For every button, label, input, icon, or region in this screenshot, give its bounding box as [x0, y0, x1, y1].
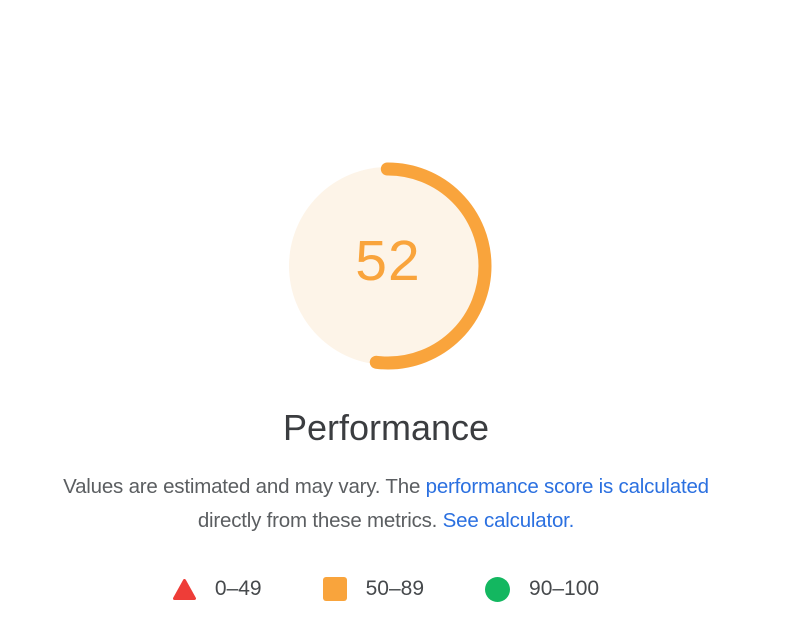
average-square-icon [322, 577, 347, 601]
legend-label-average: 50–89 [365, 577, 425, 600]
score-calculated-link[interactable]: performance score is calculated [425, 475, 709, 498]
score-description: Values are estimated and may vary. The p… [0, 470, 772, 538]
performance-gauge[interactable]: 52 [283, 161, 493, 371]
pass-circle-icon [485, 576, 511, 602]
legend-label-pass: 90–100 [529, 577, 600, 600]
gauge-background-circle [289, 167, 487, 365]
fail-triangle-icon [172, 578, 196, 600]
performance-score-value: 52 [355, 229, 421, 293]
legend-label-fail: 0–49 [214, 577, 262, 600]
score-legend: 0–49 50–89 90–100 [0, 574, 772, 604]
description-text-1: Values are estimated and may vary. The [63, 475, 421, 498]
see-calculator-link[interactable]: See calculator. [442, 509, 575, 532]
legend-item-fail: 0–49 [172, 577, 262, 601]
description-text-2: directly from these metrics. [197, 509, 438, 532]
performance-heading: Performance [282, 407, 490, 448]
legend-item-average: 50–89 [322, 577, 425, 601]
legend-item-pass: 90–100 [485, 576, 600, 602]
gauge-arc [284, 162, 492, 370]
gauge-arc-svg [284, 162, 492, 370]
